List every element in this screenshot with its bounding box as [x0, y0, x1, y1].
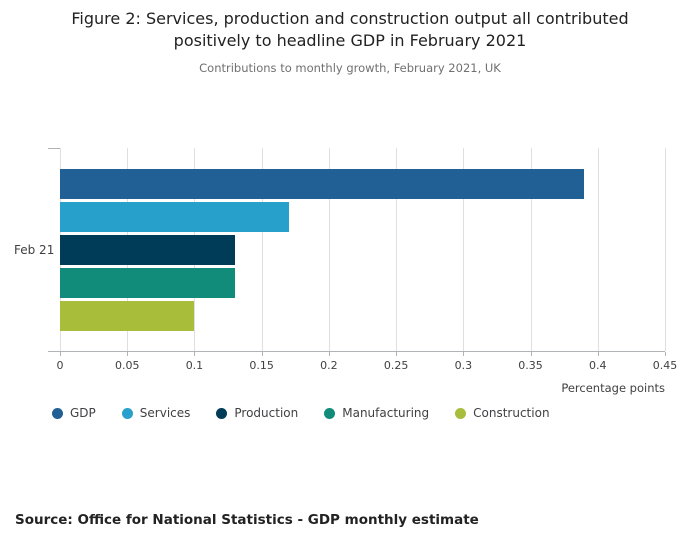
legend-item-construction: Construction — [455, 406, 550, 420]
legend-label: Manufacturing — [342, 406, 430, 420]
x-tick-mark — [328, 352, 330, 356]
x-tick-label: 0.1 — [185, 359, 204, 372]
x-tick-mark — [530, 352, 532, 356]
x-tick-mark — [261, 352, 263, 356]
x-tick-mark — [665, 352, 666, 356]
x-tick-label: 0.2 — [320, 359, 338, 372]
legend-dot-icon — [52, 407, 63, 419]
y-axis-category-label: Feb 21 — [14, 243, 55, 257]
gridline — [463, 148, 465, 351]
x-tick-label: 0.35 — [518, 359, 543, 372]
x-tick-mark — [60, 352, 61, 356]
legend-item-manufacturing: Manufacturing — [324, 406, 429, 420]
bar-production — [60, 235, 235, 265]
x-tick-label: 0.25 — [383, 359, 409, 372]
gridline — [665, 148, 666, 351]
chart-legend: GDP Services Production Manufacturing Constr… — [52, 406, 550, 420]
bar-construction — [60, 301, 195, 331]
category-axis-tick — [48, 148, 60, 149]
chart-title: Figure 2: Services, production and const… — [71, 9, 629, 51]
category-axis-tick — [48, 351, 60, 352]
x-tick-label: 0.3 — [454, 359, 473, 372]
legend-item-production: Production — [216, 406, 298, 420]
x-axis-label: Percentage points — [561, 381, 665, 395]
legend-label: Services — [139, 406, 191, 420]
source-text: Source: Office for National Statistics -… — [15, 512, 479, 528]
x-tick-mark — [194, 352, 196, 356]
x-tick-mark — [396, 352, 398, 356]
gridline — [261, 148, 263, 351]
x-tick-mark — [463, 352, 465, 356]
x-tick-mark — [597, 352, 599, 356]
x-tick-label: 0.45 — [652, 359, 678, 372]
bar-manufacturing — [60, 268, 235, 298]
plot-area — [48, 148, 666, 352]
bar-gdp — [60, 169, 585, 199]
bar-services — [60, 202, 289, 232]
chart-subtitle: Contributions to monthly growth, Februar… — [199, 61, 501, 75]
legend-dot-icon — [216, 407, 228, 419]
legend-item-gdp: GDP — [52, 406, 96, 420]
x-tick-label: 0.15 — [249, 359, 274, 372]
legend-label: Production — [234, 406, 299, 420]
gridline — [530, 148, 532, 351]
legend-label: GDP — [70, 406, 96, 420]
x-tick-label: 0 — [56, 359, 64, 372]
x-axis-ticks: 0 0.05 0.1 0.15 0.2 0.25 0.3 0.35 0.4 0.45 — [56, 352, 677, 374]
legend-dot-icon — [121, 407, 133, 419]
legend-dot-icon — [455, 407, 467, 419]
legend-item-services: Services — [121, 406, 191, 420]
legend-label: Construction — [473, 406, 550, 420]
x-tick-label: 0.05 — [114, 359, 140, 372]
legend-dot-icon — [324, 407, 336, 419]
x-tick-label: 0.4 — [589, 359, 607, 372]
gridline — [396, 148, 398, 351]
gridline — [597, 148, 599, 351]
gridline — [328, 148, 330, 351]
x-tick-mark — [127, 352, 129, 356]
